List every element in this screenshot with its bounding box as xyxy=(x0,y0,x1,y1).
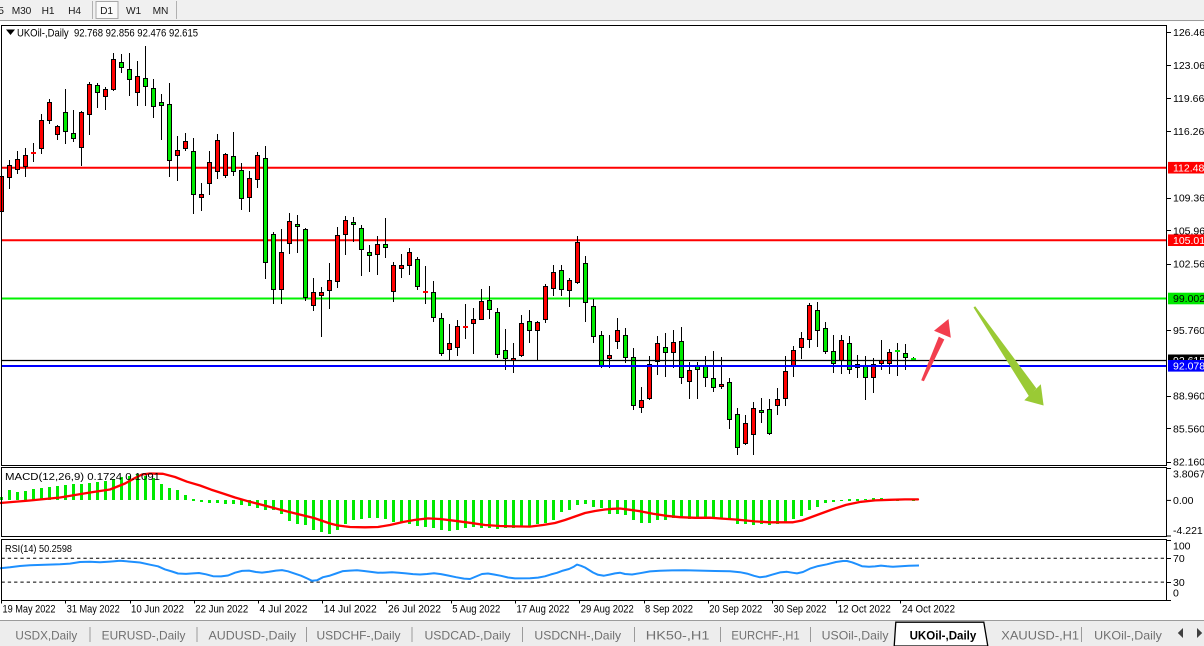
svg-text:22 Jun 2022: 22 Jun 2022 xyxy=(195,604,248,616)
svg-text:100: 100 xyxy=(1173,541,1191,553)
svg-text:126.460: 126.460 xyxy=(1173,27,1204,39)
svg-text:99.002: 99.002 xyxy=(1173,293,1204,305)
svg-text:UKOil-,Daily 92.768 92.856 92: UKOil-,Daily 92.768 92.856 92.476 92.615 xyxy=(17,27,198,39)
svg-text:5: 5 xyxy=(0,6,4,17)
svg-text:109.360: 109.360 xyxy=(1173,193,1204,205)
svg-text:USDCHF-,Daily: USDCHF-,Daily xyxy=(317,629,401,642)
svg-text:XAUUSD-,H1: XAUUSD-,H1 xyxy=(1001,629,1079,642)
svg-text:USDX,Daily: USDX,Daily xyxy=(15,629,77,642)
svg-text:0: 0 xyxy=(1173,588,1179,600)
svg-text:105.015: 105.015 xyxy=(1173,235,1204,247)
svg-text:HK50-,H1: HK50-,H1 xyxy=(646,629,710,642)
svg-text:10 Jun 2022: 10 Jun 2022 xyxy=(131,604,184,616)
svg-text:W1: W1 xyxy=(126,6,142,17)
svg-text:70: 70 xyxy=(1173,553,1185,565)
svg-text:12 Oct 2022: 12 Oct 2022 xyxy=(838,604,891,616)
svg-text:24 Oct 2022: 24 Oct 2022 xyxy=(902,604,955,616)
svg-text:H4: H4 xyxy=(68,6,81,17)
svg-text:95.760: 95.760 xyxy=(1173,325,1204,337)
svg-text:EURCHF-,H1: EURCHF-,H1 xyxy=(731,629,799,642)
svg-text:0.00: 0.00 xyxy=(1173,495,1194,507)
svg-text:29 Aug 2022: 29 Aug 2022 xyxy=(581,604,634,616)
svg-text:H1: H1 xyxy=(42,6,55,17)
svg-text:USDCNH-,Daily: USDCNH-,Daily xyxy=(534,629,621,642)
svg-text:3.8067: 3.8067 xyxy=(1173,468,1204,480)
svg-text:M30: M30 xyxy=(12,6,32,17)
svg-text:116.260: 116.260 xyxy=(1173,126,1204,138)
svg-text:UKOil-,Daily: UKOil-,Daily xyxy=(1094,629,1162,642)
svg-text:26 Jul 2022: 26 Jul 2022 xyxy=(388,604,441,616)
svg-text:20 Sep 2022: 20 Sep 2022 xyxy=(709,604,762,616)
svg-text:30 Sep 2022: 30 Sep 2022 xyxy=(774,604,827,616)
svg-text:14 Jul 2022: 14 Jul 2022 xyxy=(324,604,377,616)
svg-text:MACD(12,26,9) 0.1724 0.1091: MACD(12,26,9) 0.1724 0.1091 xyxy=(5,472,160,483)
svg-text:D1: D1 xyxy=(100,6,113,17)
svg-text:92.078: 92.078 xyxy=(1173,361,1204,373)
svg-text:5 Aug 2022: 5 Aug 2022 xyxy=(452,604,500,616)
svg-text:RSI(14) 50.2598: RSI(14) 50.2598 xyxy=(5,544,72,555)
svg-text:31 May 2022: 31 May 2022 xyxy=(67,604,120,616)
svg-text:112.486: 112.486 xyxy=(1173,162,1204,174)
svg-text:82.160: 82.160 xyxy=(1173,457,1204,469)
svg-text:88.960: 88.960 xyxy=(1173,391,1204,403)
svg-text:30: 30 xyxy=(1173,577,1185,589)
svg-text:102.560: 102.560 xyxy=(1173,259,1204,271)
svg-text:AUDUSD-,Daily: AUDUSD-,Daily xyxy=(209,629,297,642)
svg-text:85.560: 85.560 xyxy=(1173,424,1204,436)
svg-text:USDCAD-,Daily: USDCAD-,Daily xyxy=(425,629,511,642)
svg-text:119.660: 119.660 xyxy=(1173,93,1204,105)
svg-text:-4.221: -4.221 xyxy=(1173,525,1203,537)
svg-text:19 May 2022: 19 May 2022 xyxy=(3,604,56,616)
svg-text:UKOil-,Daily: UKOil-,Daily xyxy=(910,628,977,642)
svg-text:8 Sep 2022: 8 Sep 2022 xyxy=(645,604,693,616)
svg-text:MN: MN xyxy=(153,6,169,17)
svg-text:EURUSD-,Daily: EURUSD-,Daily xyxy=(102,629,186,642)
svg-text:USOil-,Daily: USOil-,Daily xyxy=(822,629,889,642)
svg-text:4 Jul 2022: 4 Jul 2022 xyxy=(260,604,308,616)
svg-text:17 Aug 2022: 17 Aug 2022 xyxy=(517,604,570,616)
svg-text:123.060: 123.060 xyxy=(1173,60,1204,72)
